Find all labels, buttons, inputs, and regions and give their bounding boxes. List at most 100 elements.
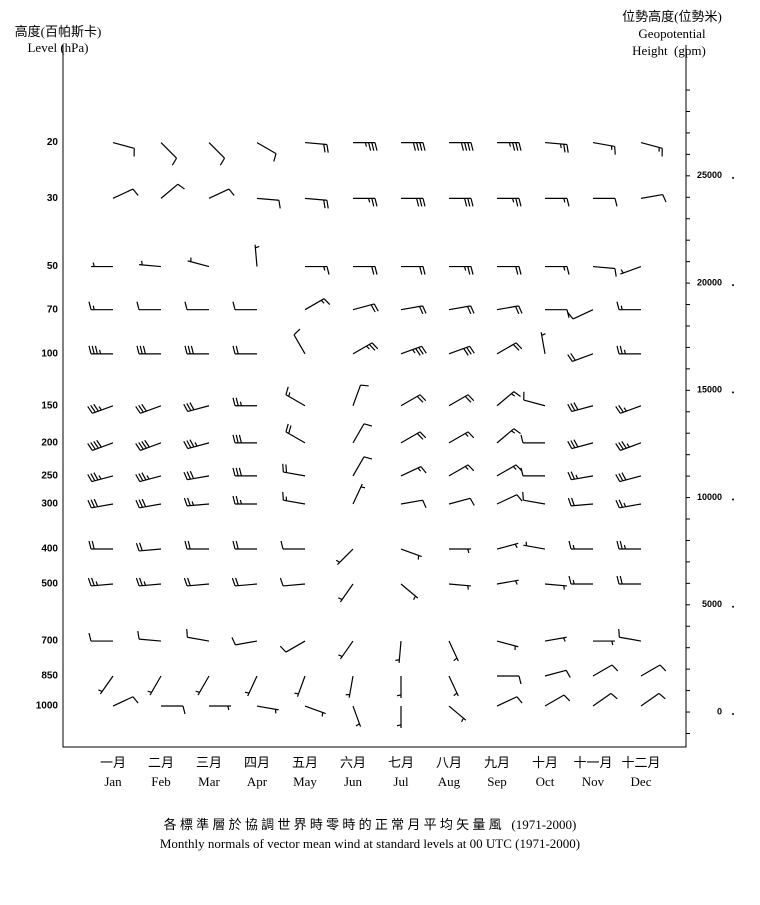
y2-tick-label: 20000 [697,277,722,287]
y2-tick-label: 15000 [697,385,722,395]
wind-barb [279,577,306,587]
y2-tick [732,176,734,179]
x-tick-label-cn: 九月 [484,755,510,770]
wind-barb [615,499,642,509]
x-tick-label: Mar [198,774,220,789]
wind-barb [497,141,522,151]
wind-barb [567,497,594,507]
wind-barb [640,193,667,203]
wind-barb [401,197,426,207]
wind-barb [496,640,519,651]
wind-barb [640,692,666,707]
wind-barb [544,669,571,678]
wind-barb [87,472,114,483]
chart-subtitle: Monthly normals of vector mean wind at s… [160,836,580,851]
y2-tick [732,713,734,716]
wind-barb [184,345,209,355]
wind-barb [87,403,114,414]
wind-barb [496,494,523,505]
wind-barb [496,428,521,444]
wind-barb [448,431,475,444]
y2-tick [732,391,734,394]
x-tick-label: Jan [104,774,122,789]
wind-barb [618,628,642,642]
wind-barb [497,675,522,685]
wind-barb [568,540,593,550]
x-tick-label-cn: 三月 [196,755,222,770]
wind-barb [520,434,545,444]
wind-barb [640,142,663,157]
level-label: 700 [41,636,58,647]
level-label: 150 [41,400,58,411]
x-tick-label: Dec [631,774,652,789]
wind-barb [400,394,427,407]
wind-barb [232,434,257,444]
wind-barb [592,141,616,155]
wind-barb [256,142,277,162]
wind-barb [87,577,114,587]
wind-barb [183,470,210,481]
wind-barb [304,298,331,311]
wind-barb [448,394,475,407]
wind-barb [496,305,523,315]
level-label: 50 [47,261,59,272]
wind-barb [522,491,546,505]
wind-barb [496,342,523,355]
y2-tick [732,498,734,501]
wind-barb [352,303,379,313]
left-axis-title: Level (hPa) [27,40,88,55]
wind-barb [91,262,113,268]
right-axis-title: 位勢高度(位勢米) [622,9,722,24]
wind-barb [112,188,139,199]
level-label: 850 [41,671,58,682]
level-label: 250 [41,471,58,482]
wind-barb [335,548,354,566]
wind-barb [449,141,474,151]
wind-barb [147,675,162,696]
wind-barb [135,542,162,552]
wind-barb [448,497,475,506]
wind-barb [400,431,427,444]
left-axis-title: 高度(百帕斯卡) [15,24,102,39]
wind-barb [231,577,258,587]
wind-barb [232,495,257,505]
y2-tick-label: 5000 [702,599,722,609]
wind-barb [496,696,523,707]
wind-barb [567,439,594,450]
wind-barb [244,675,258,697]
wind-barb [195,675,210,696]
wind-barb [352,423,373,444]
wind-barb [592,692,618,707]
wind-barb [232,397,257,407]
wind-barb [616,540,641,550]
wind-barb [161,705,186,715]
wind-barb [401,141,426,151]
wind-barb [208,142,226,166]
wind-barb [400,583,419,601]
wind-barb [400,499,427,508]
wind-barb [615,405,642,414]
wind-barb [496,391,521,407]
level-label: 70 [47,304,59,315]
wind-barb [139,260,162,268]
wind-barb [256,197,281,209]
wind-barb [449,548,471,554]
x-tick-label: Nov [582,774,605,789]
wind-barb [352,705,362,727]
x-tick-label-cn: 四月 [244,755,270,770]
wind-barb [400,548,422,560]
wind-barb [137,630,162,642]
wind-barb [496,579,519,585]
x-tick-label-cn: 二月 [148,755,174,770]
wind-barb [567,353,594,362]
wind-barb [496,464,523,477]
wind-barb [135,472,162,483]
x-tick-label-cn: 十二月 [621,755,660,770]
wind-barb [135,439,162,451]
y2-tick [732,605,734,608]
wind-barb [187,257,210,268]
wind-barb [352,483,366,505]
wind-barb [256,705,279,714]
wind-barb [304,197,329,209]
